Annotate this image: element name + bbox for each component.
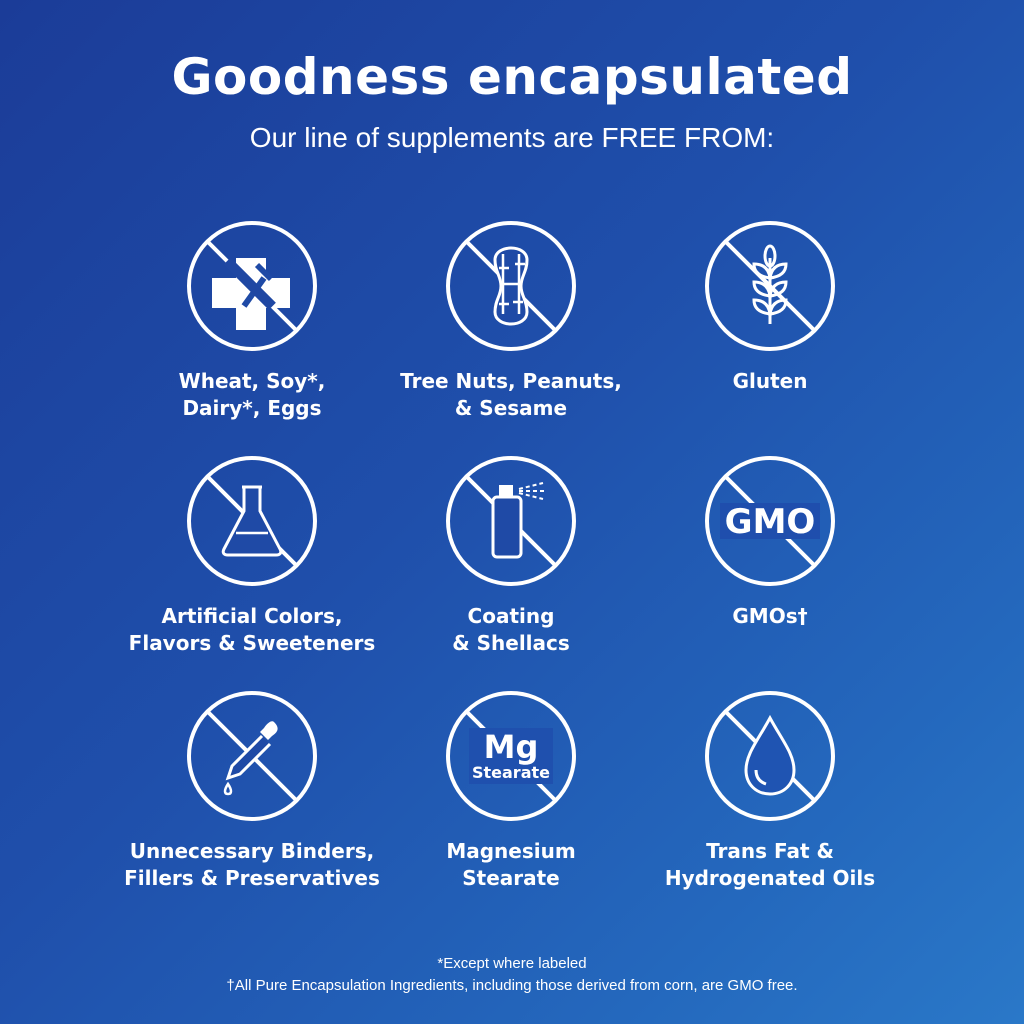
free-from-item-gluten: Gluten: [620, 218, 920, 395]
dropper-icon: [187, 691, 317, 821]
free-from-item-artificial: Artificial Colors, Flavors & Sweeteners: [102, 453, 402, 657]
item-label-line2: & Shellacs: [452, 631, 570, 655]
item-label-line1: GMOs†: [732, 604, 808, 628]
item-label-line1: Coating: [467, 604, 555, 628]
item-label-line2: Stearate: [462, 866, 560, 890]
gmo-icon: GMO: [705, 456, 835, 586]
free-from-item-mg-stearate: Mg Stearate Magnesium Stearate: [361, 688, 661, 892]
mg-icon-text: Mg: [484, 728, 539, 766]
item-label-line1: Gluten: [732, 369, 808, 393]
free-from-item-nuts: Tree Nuts, Peanuts, & Sesame: [361, 218, 661, 422]
free-from-item-binders: Unnecessary Binders, Fillers & Preservati…: [102, 688, 402, 892]
item-label-line1: Trans Fat &: [706, 839, 834, 863]
spray-can-icon: [446, 456, 576, 586]
item-label-line2: Dairy*, Eggs: [182, 396, 322, 420]
item-label-line2: & Sesame: [454, 396, 568, 420]
free-from-item-allergens: Wheat, Soy*, Dairy*, Eggs: [102, 218, 402, 422]
allergen-cross-fork-icon: [187, 221, 317, 351]
wheat-icon: [705, 221, 835, 351]
item-label-line1: Unnecessary Binders,: [129, 839, 375, 863]
item-label-line2: Hydrogenated Oils: [664, 866, 876, 890]
peanut-icon: [446, 221, 576, 351]
footnote-dagger: †All Pure Encapsulation Ingredients, inc…: [226, 977, 798, 994]
free-from-item-coating: Coating & Shellacs: [361, 453, 661, 657]
stearate-icon-text: Stearate: [472, 763, 550, 782]
free-from-item-gmo: GMO GMOs†: [620, 453, 920, 630]
item-label-line1: Artificial Colors,: [161, 604, 343, 628]
footnote-asterisk: *Except where labeled: [437, 955, 587, 972]
item-label-line1: Tree Nuts, Peanuts,: [400, 369, 622, 393]
flask-icon: [187, 456, 317, 586]
item-label-line1: Wheat, Soy*,: [178, 369, 326, 393]
item-label-line1: Magnesium: [446, 839, 576, 863]
item-label-line2: Fillers & Preservatives: [124, 866, 380, 890]
item-label-line2: Flavors & Sweeteners: [128, 631, 376, 655]
gmo-icon-text: GMO: [725, 502, 816, 542]
page-subtitle: Our line of supplements are FREE FROM:: [249, 122, 775, 153]
mg-stearate-icon: Mg Stearate: [446, 691, 576, 821]
oil-drop-icon: [705, 691, 835, 821]
free-from-item-trans-fat: Trans Fat & Hydrogenated Oils: [620, 688, 920, 892]
page-title: Goodness encapsulated: [171, 48, 853, 106]
